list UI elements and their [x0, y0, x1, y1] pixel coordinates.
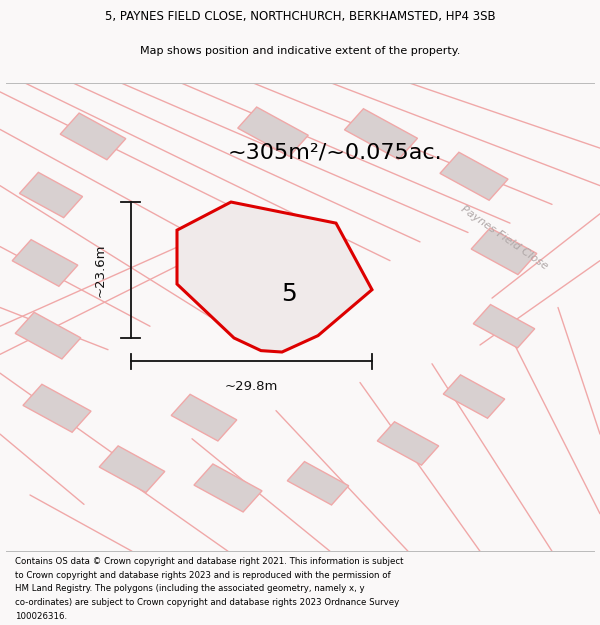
Text: HM Land Registry. The polygons (including the associated geometry, namely x, y: HM Land Registry. The polygons (includin…	[15, 584, 365, 594]
Polygon shape	[377, 422, 439, 465]
Text: ~29.8m: ~29.8m	[225, 380, 278, 393]
Polygon shape	[12, 239, 78, 286]
Polygon shape	[177, 202, 372, 352]
Polygon shape	[440, 152, 508, 200]
Polygon shape	[60, 113, 126, 160]
Polygon shape	[15, 312, 81, 359]
Text: 5, PAYNES FIELD CLOSE, NORTHCHURCH, BERKHAMSTED, HP4 3SB: 5, PAYNES FIELD CLOSE, NORTHCHURCH, BERK…	[104, 10, 496, 23]
Text: ~23.6m: ~23.6m	[94, 243, 107, 297]
Text: 5: 5	[281, 282, 297, 306]
Polygon shape	[99, 446, 165, 493]
Polygon shape	[194, 464, 262, 512]
Text: 100026316.: 100026316.	[15, 612, 67, 621]
Text: Paynes Field Close: Paynes Field Close	[458, 203, 550, 271]
Polygon shape	[23, 384, 91, 432]
Text: ~305m²/~0.075ac.: ~305m²/~0.075ac.	[228, 142, 443, 162]
Polygon shape	[443, 375, 505, 418]
Text: Map shows position and indicative extent of the property.: Map shows position and indicative extent…	[140, 46, 460, 56]
Polygon shape	[171, 394, 237, 441]
Text: co-ordinates) are subject to Crown copyright and database rights 2023 Ordnance S: co-ordinates) are subject to Crown copyr…	[15, 598, 399, 607]
Polygon shape	[344, 109, 418, 159]
Text: Contains OS data © Crown copyright and database right 2021. This information is : Contains OS data © Crown copyright and d…	[15, 557, 404, 566]
Polygon shape	[287, 462, 349, 505]
Polygon shape	[19, 173, 83, 218]
Polygon shape	[471, 228, 537, 274]
Text: to Crown copyright and database rights 2023 and is reproduced with the permissio: to Crown copyright and database rights 2…	[15, 571, 391, 580]
Polygon shape	[473, 304, 535, 348]
Polygon shape	[238, 107, 308, 156]
